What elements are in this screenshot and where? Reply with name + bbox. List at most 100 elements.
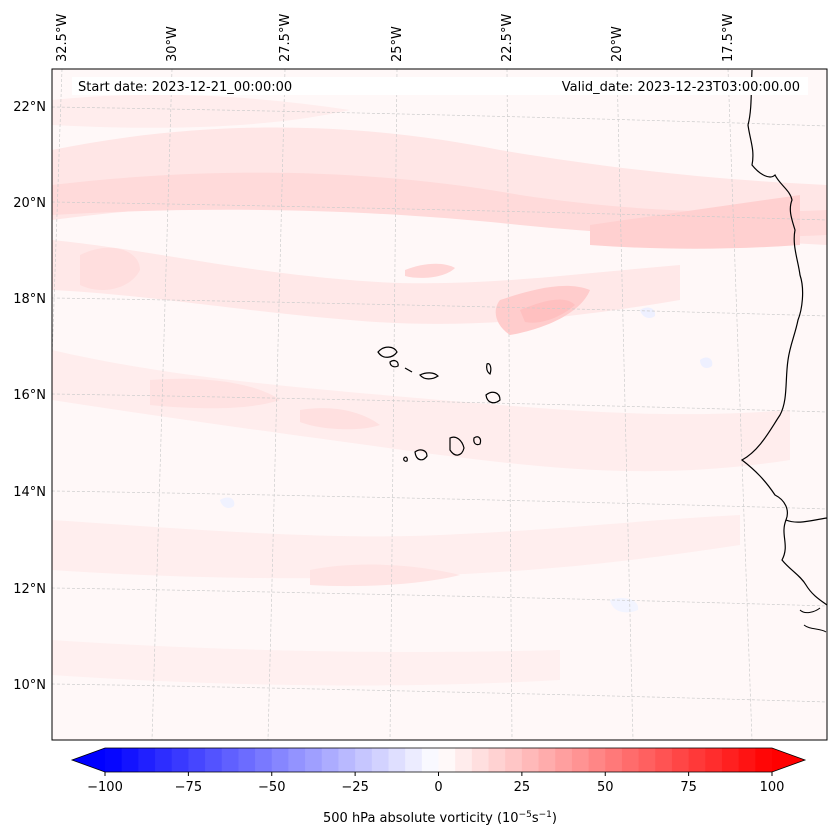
- island-sal: [486, 363, 492, 375]
- colorbar-label: 500 hPa absolute vorticity (10−5s−1): [323, 810, 557, 826]
- colorbar-segments: [105, 748, 773, 772]
- latitude-labels: 22°N 20°N 18°N 16°N 14°N 12°N 10°N: [13, 100, 46, 693]
- colorbar-tick-label: 25: [514, 780, 531, 795]
- vorticity-field: [52, 94, 827, 686]
- island-santa-luzia: [404, 367, 413, 373]
- colorbar-segment: [321, 748, 339, 772]
- island-santiago: [449, 436, 465, 456]
- colorbar-segment: [488, 748, 506, 772]
- africa-coastline: [740, 69, 827, 523]
- colorbar-segment: [405, 748, 423, 772]
- bissagos-islands: [799, 607, 827, 633]
- colorbar-segment: [505, 748, 523, 772]
- gridline-32-5w: [52, 69, 63, 361]
- coastline-guinea-bissau: [781, 519, 827, 606]
- colorbar-segment: [755, 748, 773, 772]
- colorbar-segment: [621, 748, 640, 772]
- colorbar-segment: [455, 748, 473, 772]
- gridline-22n: [52, 106, 827, 127]
- gridline-18n: [52, 297, 827, 317]
- colorbar-segment: [471, 748, 490, 772]
- start-date-label: Start date: 2023-12-21_00:00:00: [78, 80, 292, 95]
- island-maio: [473, 436, 482, 446]
- lat-label-12n: 12°N: [13, 582, 46, 597]
- gridline-12n: [52, 587, 827, 607]
- island-santo-antao: [377, 346, 398, 358]
- colorbar-tick-label: 0: [434, 780, 442, 795]
- colorbar-tick-label: 100: [760, 780, 785, 795]
- colorbar-segment: [155, 748, 173, 772]
- gridline-16n: [52, 393, 827, 413]
- colorbar-segment: [305, 748, 323, 772]
- lat-label-10n: 10°N: [13, 678, 46, 693]
- gridline-22-5w: [506, 69, 513, 740]
- gridline-27-5w: [267, 69, 286, 740]
- colorbar-segment: [205, 748, 223, 772]
- colorbar-segment: [121, 748, 139, 772]
- lon-label-25w: 25°W: [390, 26, 405, 62]
- gridline-14n: [52, 490, 827, 510]
- colorbar-segment: [371, 748, 389, 772]
- colorbar-segment: [388, 748, 406, 772]
- map-frame: [51, 68, 828, 741]
- colorbar-segment: [138, 748, 156, 772]
- colorbar-segment: [288, 748, 306, 772]
- colorbar-segment: [238, 748, 256, 772]
- island-sao-vicente: [389, 360, 399, 368]
- lat-label-16n: 16°N: [13, 388, 46, 403]
- colorbar-segment: [188, 748, 206, 772]
- lon-label-27-5w: 27.5°W: [278, 14, 293, 62]
- lat-label-18n: 18°N: [13, 292, 46, 307]
- gridline-10n: [52, 683, 827, 703]
- colorbar-segment: [738, 748, 756, 772]
- colorbar-segment: [421, 748, 439, 772]
- colorbar-tick-label: 75: [680, 780, 697, 795]
- colorbar-segment: [521, 748, 540, 772]
- colorbar-segment: [688, 748, 706, 772]
- gridline-25w: [389, 69, 398, 740]
- colorbar-tick-label: 50: [597, 780, 614, 795]
- info-box: [72, 77, 808, 95]
- colorbar-ticks: −100 −75 −50 −25 0 25 50 75 100: [87, 772, 784, 795]
- lat-label-14n: 14°N: [13, 485, 46, 500]
- colorbar-segment: [588, 748, 606, 772]
- island-boa-vista: [485, 391, 501, 404]
- colorbar-segment: [355, 748, 373, 772]
- lat-label-22n: 22°N: [13, 100, 46, 115]
- colorbar-tick-label: −75: [175, 780, 202, 795]
- island-sao-nicolau: [419, 372, 439, 380]
- colorbar-segment: [221, 748, 239, 772]
- colorbar-tick-label: −25: [341, 780, 368, 795]
- valid-date-label: Valid_date: 2023-12-23T03:00:00.00: [562, 80, 800, 95]
- lon-label-22-5w: 22.5°W: [500, 14, 515, 62]
- lon-label-32-5w: 32.5°W: [55, 14, 70, 62]
- colorbar-segment: [671, 748, 690, 772]
- colorbar-segment: [655, 748, 673, 772]
- gridline-20n: [52, 201, 827, 221]
- gridline-30w: [151, 69, 173, 740]
- colorbar-segment: [555, 748, 573, 772]
- gridline-20w: [616, 69, 634, 740]
- colorbar-segment: [171, 748, 189, 772]
- colorbar-segment: [705, 748, 723, 772]
- map-area: [52, 69, 827, 740]
- longitude-labels: 32.5°W 30°W 27.5°W 25°W 22.5°W 20°W 17.5…: [55, 14, 736, 62]
- gridline-17-5w: [727, 69, 753, 740]
- colorbar-segment: [605, 748, 623, 772]
- colorbar: −100 −75 −50 −25 0 25 50 75 100: [70, 747, 807, 795]
- lon-label-30w: 30°W: [165, 26, 180, 62]
- graticule: [52, 69, 827, 740]
- cape-verde-islands: [377, 346, 501, 462]
- colorbar-extend-min: [72, 748, 105, 772]
- colorbar-segment: [255, 748, 273, 772]
- colorbar-extend-max: [772, 748, 805, 772]
- colorbar-segment: [721, 748, 740, 772]
- colorbar-segment: [338, 748, 356, 772]
- colorbar-segment: [571, 748, 590, 772]
- colorbar-segment: [638, 748, 656, 772]
- island-fogo: [414, 449, 428, 461]
- colorbar-segment: [438, 748, 456, 772]
- colorbar-segment: [538, 748, 556, 772]
- colorbar-tick-label: −100: [87, 780, 123, 795]
